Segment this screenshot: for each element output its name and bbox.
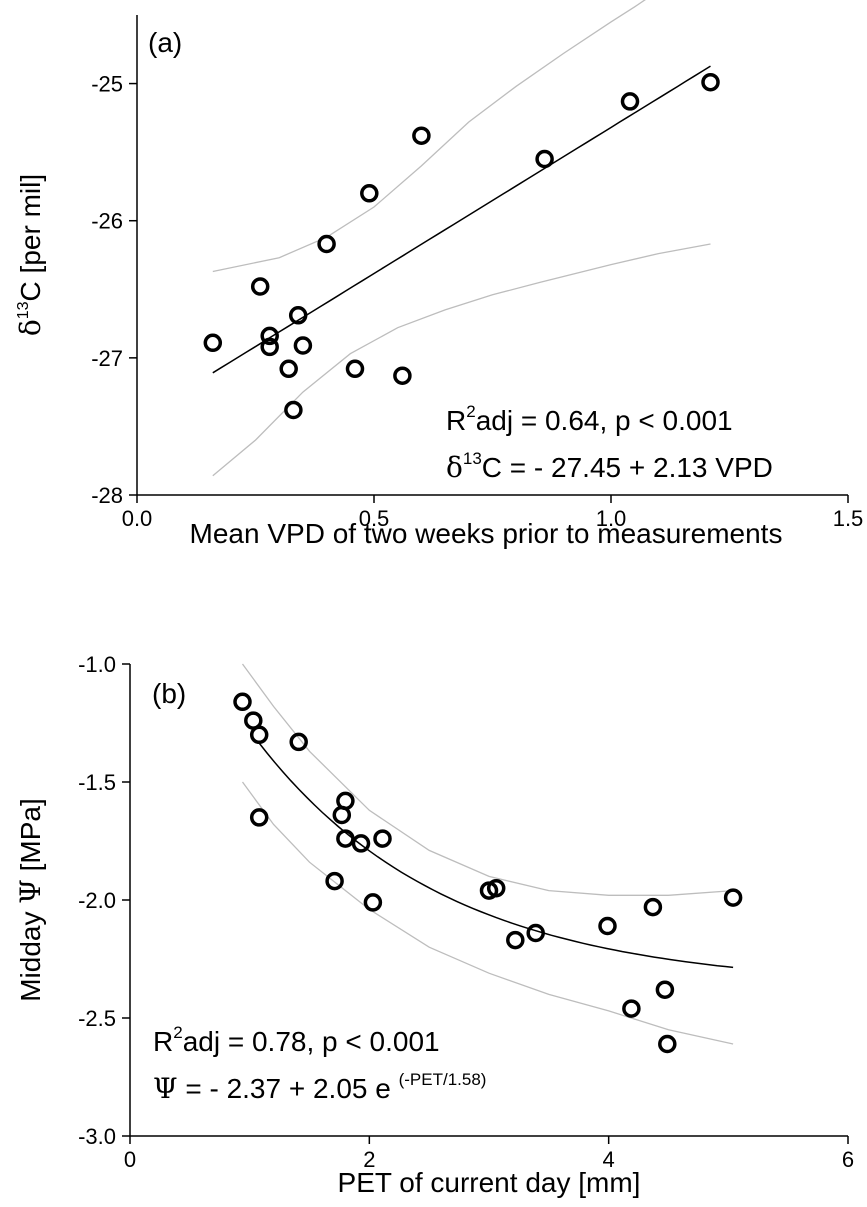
panel-a-data-point	[701, 72, 720, 92]
panel-b-ylabel-suffix: [MPa]	[15, 798, 46, 879]
panel-b-x-tick-label: 2	[363, 1147, 375, 1172]
panel-a-data-point	[360, 184, 379, 203]
panel-b-data-point	[373, 829, 392, 848]
panel-a-y-tick-label: -25	[91, 72, 123, 97]
panel-b-annot2-pre: Ψ	[153, 1072, 178, 1105]
panel-a-data-point	[620, 92, 640, 111]
panel-b-data-point	[622, 999, 641, 1018]
panel-b-annotation-equation: Ψ = - 2.37 + 2.05 e (-PET/1.58)	[153, 1070, 486, 1105]
panel-a-ylabel-rest: C [per mil]	[15, 174, 46, 302]
panel-a-fit-line	[212, 65, 711, 374]
panel-b-annot1-pre: R	[153, 1026, 173, 1057]
panel-a-annot2-sup: 13	[463, 449, 482, 468]
panel-b-data-point	[351, 834, 371, 853]
panel-b-annotation-r2: R2adj = 0.78, p < 0.001	[153, 1023, 440, 1057]
panel-a: 0.0 0.5 1.0 1.5 -28 -27 -26 -25 (a) Mean VPD of…	[14, 0, 863, 549]
panel-a-annot1-post: adj = 0.64, p < 0.001	[476, 405, 733, 436]
panel-b-ylabel-prefix: Midday	[15, 904, 46, 1002]
panel-a-x-axis-title: Mean VPD of two weeks prior to measureme…	[190, 518, 783, 549]
panel-b-data-point	[723, 888, 743, 907]
panel-a-x-tick-label: 0.0	[122, 506, 153, 531]
panel-b: 0 2 4 6 -3.0 -2.5 -2.0 -1.5 -1.0 (b) PET of curr…	[14, 652, 854, 1198]
panel-b-data-point	[336, 829, 355, 848]
panel-b-label: (b)	[152, 678, 186, 709]
panel-a-data-point	[535, 149, 554, 169]
panel-b-annot1-post: adj = 0.78, p < 0.001	[183, 1026, 440, 1057]
panel-a-points	[203, 72, 720, 420]
panel-b-data-point	[655, 980, 675, 999]
panel-a-x-tick-label: 1.5	[833, 506, 864, 531]
panel-b-y-tick-label: -2.5	[78, 1006, 116, 1031]
panel-b-y-tick-label: -1.5	[78, 770, 116, 795]
panel-a-ticks: 0.0 0.5 1.0 1.5 -28 -27 -26 -25	[91, 72, 863, 531]
panel-b-x-tick-label: 0	[124, 1147, 136, 1172]
panel-b-data-point	[598, 916, 617, 936]
panel-b-ci-lower-line	[241, 781, 734, 1045]
panel-a-fit	[212, 65, 711, 374]
panel-a-ylabel-sup: 13	[15, 301, 32, 319]
panel-b-data-point	[363, 893, 383, 912]
panel-b-annot2-sup: (-PET/1.58)	[399, 1070, 487, 1089]
panel-a-data-point	[345, 359, 365, 379]
panel-b-y-tick-label: -2.0	[78, 888, 116, 913]
panel-a-ci-upper-line	[212, 0, 646, 273]
panel-b-x-axis-title: PET of current day [mm]	[338, 1167, 641, 1198]
panel-a-x-tick-label: 0.5	[359, 506, 390, 531]
panel-b-confidence-band	[241, 663, 734, 1045]
panel-a-data-point	[279, 359, 298, 379]
panel-a-data-point	[260, 326, 279, 346]
panel-b-data-point	[526, 923, 545, 943]
panel-a-annot1-pre: R	[446, 405, 466, 436]
panel-a-annot1-sup: 2	[466, 402, 475, 421]
panel-b-ylabel-psi: Ψ	[14, 879, 47, 904]
panel-b-fit-line	[258, 742, 734, 969]
panel-a-annotation-r2: R2adj = 0.64, p < 0.001	[446, 402, 733, 436]
panel-b-data-point	[643, 897, 663, 917]
panel-b-data-point	[289, 732, 308, 752]
panel-a-x-tick-label: 1.0	[596, 506, 627, 531]
panel-a-annot2-post: C = - 27.45 + 2.13 VPD	[482, 452, 773, 483]
panel-b-x-tick-label: 6	[842, 1147, 854, 1172]
panel-a-y-tick-label: -28	[91, 483, 123, 508]
panel-a-annotation-equation: δ13C = - 27.45 + 2.13 VPD	[446, 449, 773, 484]
panel-a-y-tick-label: -27	[91, 346, 123, 371]
panel-b-y-tick-label: -1.0	[78, 652, 116, 677]
panel-a-data-point	[250, 277, 270, 296]
panel-b-data-point	[233, 692, 252, 712]
panel-a-y-axis-title: δ13C [per mil]	[14, 174, 47, 336]
panel-a-data-point	[393, 366, 412, 385]
panel-a-ylabel-delta: δ	[14, 319, 47, 336]
panel-a-data-point	[293, 336, 313, 355]
panel-b-ci-upper-line	[241, 663, 734, 896]
panel-a-data-point	[288, 306, 308, 325]
panel-a-data-point	[284, 400, 303, 420]
panel-b-data-point	[486, 878, 506, 898]
panel-a-data-point	[203, 333, 223, 353]
panel-a-y-tick-label: -26	[91, 209, 123, 234]
panel-b-y-axis-title: Midday Ψ [MPa]	[14, 798, 47, 1002]
panel-b-annot2-post: = - 2.37 + 2.05 e	[178, 1073, 399, 1104]
panel-b-data-point	[249, 808, 269, 827]
panel-a-data-point	[260, 337, 279, 357]
panel-b-data-point	[249, 725, 269, 745]
panel-b-points	[233, 692, 743, 1054]
panel-b-data-point	[336, 791, 355, 811]
panel-b-fit	[258, 742, 734, 969]
panel-b-data-point	[325, 871, 344, 891]
panel-a-annot2-pre: δ	[446, 451, 463, 484]
panel-a-data-point	[412, 126, 431, 145]
panel-b-x-tick-label: 4	[603, 1147, 615, 1172]
panel-b-y-tick-label: -3.0	[78, 1124, 116, 1149]
panel-b-annot1-sup: 2	[173, 1023, 182, 1042]
panel-a-label: (a)	[148, 27, 182, 58]
panel-b-data-point	[506, 930, 525, 950]
panel-b-data-point	[658, 1034, 677, 1054]
panel-b-ticks: 0 2 4 6 -3.0 -2.5 -2.0 -1.5 -1.0	[78, 652, 854, 1172]
panel-a-data-point	[317, 234, 336, 254]
